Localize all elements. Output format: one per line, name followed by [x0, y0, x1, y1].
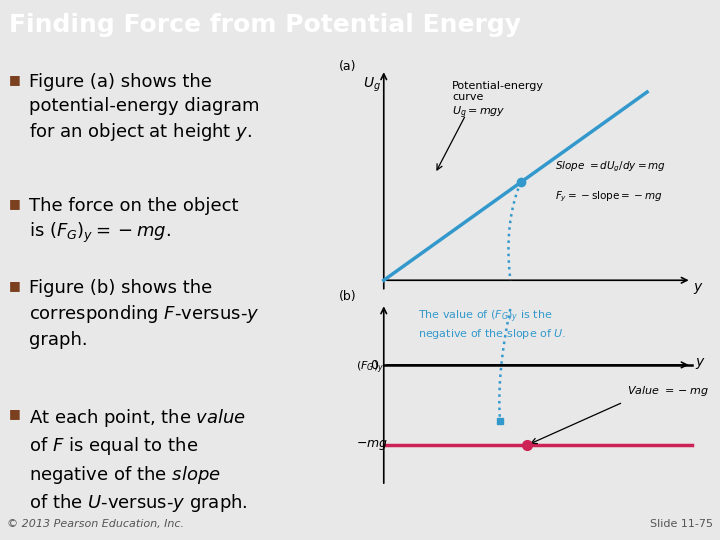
Text: At each point, the $\mathit{value}$
of $F$ is equal to the
negative of the $\mat: At each point, the $\mathit{value}$ of $…	[30, 407, 248, 514]
Text: Value $= -mg$: Value $= -mg$	[626, 384, 708, 399]
Text: Figure (a) shows the
potential-energy diagram
for an object at height $y$.: Figure (a) shows the potential-energy di…	[30, 73, 260, 143]
Text: © 2013 Pearson Education, Inc.: © 2013 Pearson Education, Inc.	[7, 519, 184, 529]
Text: Finding Force from Potential Energy: Finding Force from Potential Energy	[9, 13, 521, 37]
Text: Potential-energy
curve
$U_g = mgy$: Potential-energy curve $U_g = mgy$	[452, 80, 544, 121]
Text: ■: ■	[9, 407, 21, 420]
Text: Slope $= dU_g/dy = mg$: Slope $= dU_g/dy = mg$	[554, 160, 666, 174]
Text: $-mg$: $-mg$	[356, 438, 389, 452]
Text: $F_y = -\mathrm{slope} = -mg$: $F_y = -\mathrm{slope} = -mg$	[554, 189, 662, 204]
Text: ■: ■	[9, 197, 21, 210]
Text: Slide 11-75: Slide 11-75	[649, 519, 713, 529]
Text: $(F_G)_y$: $(F_G)_y$	[356, 359, 384, 376]
Text: (a): (a)	[339, 60, 357, 73]
Text: Figure (b) shows the
corresponding $F$-versus-$y$
graph.: Figure (b) shows the corresponding $F$-v…	[30, 279, 260, 349]
Text: ■: ■	[9, 279, 21, 292]
Text: ■: ■	[9, 73, 21, 86]
Text: The force on the object
is $(F_G)_y = -mg$.: The force on the object is $(F_G)_y = -m…	[30, 197, 239, 245]
Text: $y$: $y$	[695, 356, 706, 372]
Text: $U_g$: $U_g$	[363, 76, 381, 94]
Text: $0$: $0$	[369, 359, 379, 372]
Text: (b): (b)	[339, 291, 357, 303]
Text: The value of $(F_G)_y$ is the
negative of the slope of $U$.: The value of $(F_G)_y$ is the negative o…	[418, 309, 566, 341]
Text: $y$: $y$	[693, 281, 704, 296]
